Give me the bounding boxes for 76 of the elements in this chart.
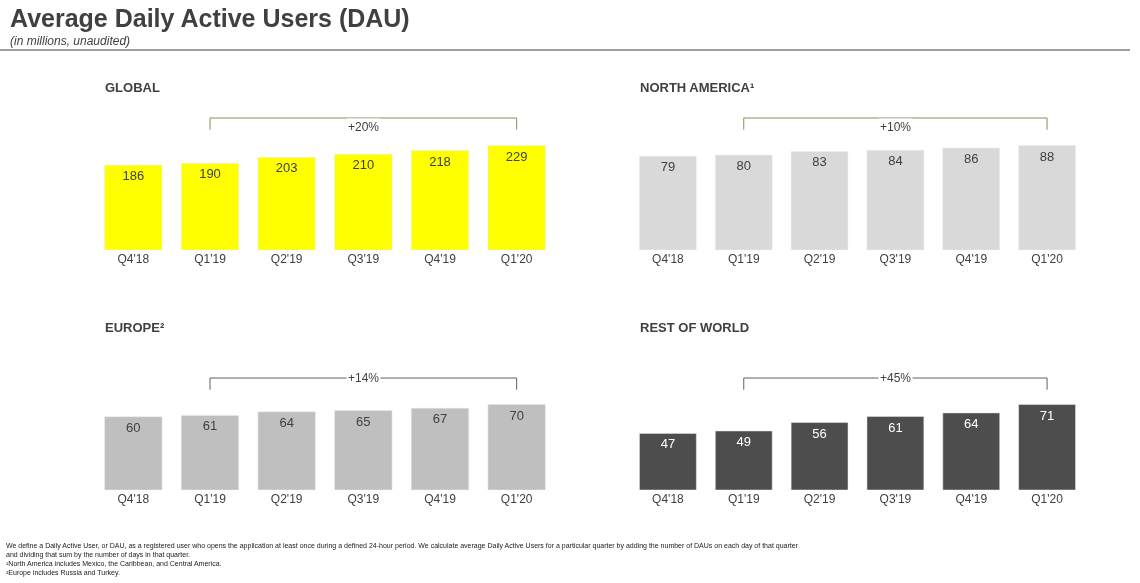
x-tick-label: Q2'19: [270, 252, 303, 266]
bar: [181, 415, 239, 490]
chart-title: REST OF WORLD: [640, 320, 750, 335]
bar: [411, 150, 469, 250]
data-label: 83: [812, 154, 827, 170]
bar: [334, 410, 393, 490]
bar: [257, 411, 316, 490]
data-label: 186: [122, 168, 145, 184]
x-tick-label: Q1'19: [194, 492, 227, 506]
x-tick-label: Q1'20: [500, 252, 533, 266]
x-tick-label: Q2'19: [803, 492, 836, 506]
bar: [487, 404, 546, 490]
data-label: 67: [432, 411, 448, 427]
bar: [790, 422, 849, 490]
bar: [104, 416, 163, 490]
text: +10%: [880, 120, 912, 134]
chart-title: GLOBAL: [105, 80, 160, 95]
x-tick-label: Q3'19: [879, 492, 912, 506]
data-label: 80: [736, 158, 751, 173]
data-label: 203: [275, 160, 298, 176]
data-label: 64: [279, 414, 294, 430]
bar: [181, 163, 239, 250]
data-label: 61: [202, 418, 218, 434]
data-label: 49: [736, 433, 751, 449]
x-tick-label: Q4'19: [955, 492, 988, 506]
x-tick-label: Q4'19: [424, 252, 457, 266]
bar: [104, 164, 163, 250]
x-tick-label: Q1'20: [1031, 492, 1064, 506]
text: (in millions, unaudited): [10, 34, 131, 48]
x-tick-label: Q3'19: [347, 492, 380, 506]
data-label: 79: [660, 159, 676, 175]
data-label: 84: [888, 153, 903, 169]
bar: [942, 412, 1000, 490]
x-tick-label: Q2'19: [803, 252, 836, 266]
text: +45%: [880, 371, 912, 385]
x-tick-label: Q4'18: [652, 252, 685, 266]
data-label: 47: [660, 436, 676, 452]
data-label: 88: [1039, 148, 1055, 164]
x-tick-label: Q3'19: [347, 252, 380, 266]
chart-title: EUROPE²: [105, 320, 165, 335]
bar: [1018, 404, 1076, 490]
x-tick-label: Q2'19: [270, 492, 303, 506]
data-label: 218: [429, 153, 451, 169]
bar: [487, 145, 546, 250]
x-tick-label: Q4'19: [424, 492, 457, 506]
data-label: 60: [126, 419, 141, 435]
chart-title: NORTH AMERICA¹: [640, 80, 755, 95]
x-tick-label: Q1'20: [500, 492, 533, 506]
data-label: 61: [888, 419, 903, 435]
data-label: 64: [964, 415, 979, 431]
x-tick-label: Q4'18: [117, 252, 150, 266]
bar: [411, 407, 469, 490]
x-tick-label: Q4'18: [652, 492, 685, 506]
text: Average Daily Active Users (DAU): [10, 4, 410, 32]
bar: [715, 430, 773, 490]
bar: [257, 157, 316, 250]
bar: [639, 433, 697, 490]
bar: [866, 416, 925, 490]
x-tick-label: Q1'19: [727, 252, 760, 266]
x-tick-label: Q3'19: [879, 252, 912, 266]
bar: [334, 153, 393, 250]
data-label: 70: [509, 407, 524, 423]
x-tick-label: Q4'18: [117, 492, 150, 506]
x-tick-label: Q1'20: [1031, 252, 1064, 266]
x-tick-label: Q4'19: [955, 252, 988, 266]
data-label: 190: [199, 166, 221, 182]
data-label: 210: [352, 157, 375, 173]
data-label: 56: [812, 425, 827, 441]
data-label: 71: [1039, 407, 1055, 423]
data-label: 65: [356, 413, 371, 429]
text: +14%: [348, 371, 380, 385]
x-tick-label: Q1'19: [727, 492, 760, 506]
text: +20%: [348, 120, 380, 134]
data-label: 229: [505, 148, 528, 164]
x-tick-label: Q1'19: [194, 252, 227, 266]
data-label: 86: [964, 150, 979, 166]
